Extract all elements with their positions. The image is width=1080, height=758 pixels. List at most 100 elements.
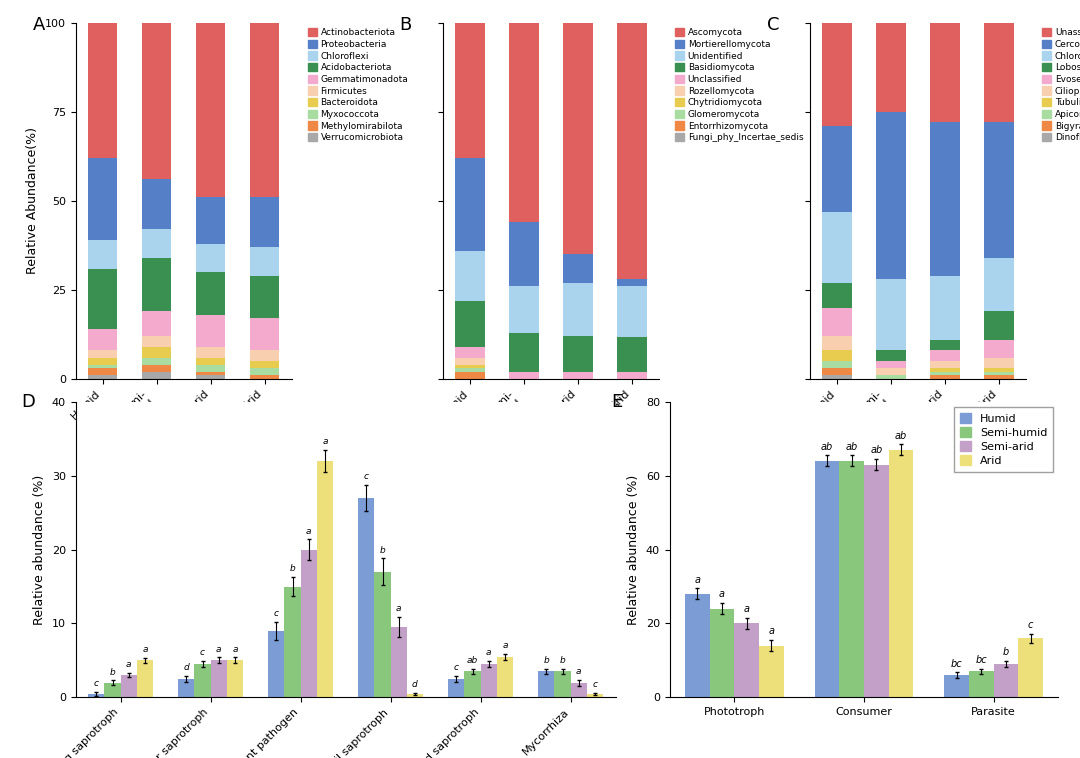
Bar: [876, 375, 906, 379]
Text: a: a: [502, 641, 508, 650]
Bar: [1018, 638, 1043, 697]
Bar: [984, 368, 1014, 372]
Bar: [930, 340, 960, 350]
Bar: [876, 112, 906, 279]
Bar: [455, 365, 485, 368]
Text: B: B: [400, 16, 411, 33]
Bar: [141, 372, 172, 379]
Bar: [141, 365, 172, 372]
Bar: [249, 276, 280, 318]
Bar: [455, 23, 485, 158]
Text: ab: ab: [467, 656, 478, 665]
Bar: [984, 312, 1014, 340]
Text: c: c: [94, 679, 98, 688]
Bar: [822, 368, 852, 375]
Text: ab: ab: [821, 442, 833, 452]
Legend: Actinobacteriota, Proteobacteria, Chloroflexi, Acidobacteriota, Gemmatimonadota,: Actinobacteriota, Proteobacteria, Chloro…: [307, 27, 409, 143]
Bar: [822, 126, 852, 211]
Bar: [930, 375, 960, 379]
Text: c: c: [200, 648, 205, 657]
Bar: [984, 258, 1014, 312]
Bar: [822, 362, 852, 368]
Bar: [509, 333, 539, 372]
Bar: [930, 276, 960, 340]
Bar: [359, 498, 375, 697]
Bar: [284, 587, 300, 697]
Bar: [249, 197, 280, 247]
Bar: [464, 672, 481, 697]
Text: bc: bc: [950, 659, 962, 669]
Bar: [249, 247, 280, 276]
Bar: [141, 347, 172, 358]
Bar: [211, 660, 227, 697]
Bar: [178, 679, 194, 697]
Bar: [455, 251, 485, 301]
Text: c: c: [274, 609, 279, 619]
Bar: [141, 180, 172, 230]
Bar: [538, 672, 554, 697]
Bar: [195, 272, 226, 315]
Bar: [570, 682, 586, 697]
Bar: [509, 23, 539, 222]
Bar: [89, 694, 105, 697]
Bar: [563, 23, 593, 255]
Bar: [822, 337, 852, 350]
Bar: [481, 664, 497, 697]
Bar: [448, 679, 464, 697]
Bar: [984, 358, 1014, 368]
Bar: [822, 308, 852, 337]
Bar: [822, 211, 852, 283]
Bar: [407, 694, 423, 697]
Text: a: a: [126, 660, 132, 669]
Text: a: a: [216, 645, 221, 653]
Bar: [930, 350, 960, 362]
Text: a: a: [744, 604, 750, 614]
Text: a: a: [486, 648, 491, 657]
Bar: [586, 694, 603, 697]
Bar: [249, 368, 280, 375]
Bar: [984, 340, 1014, 358]
Bar: [455, 358, 485, 365]
Bar: [617, 279, 647, 286]
Bar: [105, 682, 121, 697]
Bar: [249, 318, 280, 350]
Bar: [87, 268, 118, 329]
Bar: [984, 23, 1014, 123]
Bar: [944, 675, 969, 697]
Bar: [839, 461, 864, 697]
Bar: [984, 375, 1014, 379]
Bar: [141, 230, 172, 258]
Bar: [249, 375, 280, 379]
Bar: [87, 375, 118, 379]
Text: d: d: [184, 663, 189, 672]
Y-axis label: Relative abundance (%): Relative abundance (%): [33, 475, 46, 625]
Text: a: a: [322, 437, 327, 446]
Bar: [391, 627, 407, 697]
Bar: [227, 660, 243, 697]
Text: b: b: [1003, 647, 1009, 657]
Bar: [141, 337, 172, 347]
Bar: [87, 358, 118, 365]
Bar: [87, 23, 118, 158]
Bar: [87, 158, 118, 240]
Bar: [141, 312, 172, 337]
Bar: [876, 362, 906, 368]
Text: c: c: [364, 471, 368, 481]
Bar: [455, 372, 485, 379]
Text: a: a: [768, 626, 774, 637]
Y-axis label: Relative abundance (%): Relative abundance (%): [627, 475, 640, 625]
Bar: [889, 449, 914, 697]
Bar: [195, 347, 226, 358]
Bar: [87, 329, 118, 350]
Legend: Unassigned, Cercozoa, Chlorophyta, Lobosa, Evosea, Ciliophora, Tubulinea, Apicom: Unassigned, Cercozoa, Chlorophyta, Lobos…: [1041, 27, 1080, 143]
Bar: [121, 675, 137, 697]
Bar: [930, 23, 960, 123]
Text: ab: ab: [895, 431, 907, 440]
Bar: [195, 197, 226, 243]
Bar: [984, 123, 1014, 258]
Text: A: A: [32, 16, 44, 33]
Bar: [814, 461, 839, 697]
Bar: [455, 301, 485, 347]
Bar: [617, 23, 647, 279]
Bar: [195, 375, 226, 379]
